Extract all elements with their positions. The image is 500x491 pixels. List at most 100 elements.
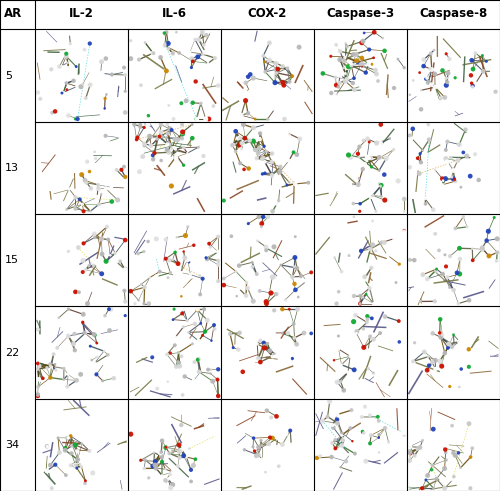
Point [142, 121, 150, 129]
Point [278, 78, 286, 86]
Point [291, 180, 299, 188]
Point [342, 40, 349, 48]
Point [450, 473, 458, 481]
Point [419, 271, 427, 278]
Point [61, 446, 69, 454]
Point [256, 337, 264, 345]
Point [466, 172, 474, 180]
Point [364, 365, 372, 373]
Point [482, 237, 490, 245]
Point [72, 377, 80, 384]
Point [67, 462, 75, 469]
Point [365, 46, 373, 54]
Point [254, 149, 262, 157]
Point [121, 175, 129, 183]
Point [284, 64, 292, 72]
Point [425, 361, 433, 369]
Point [342, 332, 350, 340]
Point [465, 297, 473, 304]
Point [234, 346, 242, 354]
Point [368, 163, 376, 171]
Point [436, 329, 444, 337]
Point [98, 69, 106, 77]
Point [409, 77, 417, 84]
Point [290, 280, 298, 288]
Point [449, 175, 457, 183]
Point [50, 350, 58, 358]
Point [116, 257, 124, 265]
Point [360, 325, 368, 333]
Point [201, 327, 209, 335]
Point [349, 79, 357, 87]
Point [406, 442, 414, 450]
Point [206, 28, 214, 36]
Point [444, 273, 452, 281]
Point [93, 193, 101, 201]
Point [468, 83, 476, 91]
Point [390, 235, 398, 243]
Point [264, 115, 272, 123]
Point [358, 54, 366, 62]
Point [192, 115, 200, 123]
Point [399, 154, 407, 162]
Point [202, 48, 209, 56]
Point [438, 331, 446, 339]
Point [238, 145, 246, 153]
Point [56, 63, 64, 71]
Point [172, 151, 180, 159]
Point [367, 431, 375, 439]
Text: Caspase-8: Caspase-8 [420, 7, 488, 20]
Point [422, 195, 430, 203]
Point [242, 278, 250, 286]
Point [194, 305, 202, 313]
Point [468, 256, 476, 264]
Point [214, 277, 222, 285]
Point [484, 227, 492, 235]
Point [340, 57, 347, 65]
Point [319, 70, 327, 78]
Point [160, 42, 168, 50]
Point [180, 247, 188, 255]
Point [103, 223, 111, 231]
Point [400, 226, 408, 234]
Point [352, 311, 360, 319]
Point [457, 183, 465, 191]
Point [168, 447, 176, 455]
Point [340, 386, 348, 394]
Point [85, 262, 93, 270]
Point [400, 207, 408, 215]
Point [465, 420, 473, 428]
Point [174, 136, 182, 143]
Point [287, 440, 295, 448]
Point [73, 82, 81, 90]
Point [336, 56, 344, 64]
Point [98, 250, 106, 258]
Point [86, 66, 94, 74]
Point [272, 199, 280, 207]
Point [111, 249, 119, 257]
Point [374, 77, 382, 85]
Point [260, 52, 268, 60]
Point [261, 68, 269, 76]
Point [422, 476, 430, 484]
Point [342, 53, 349, 61]
Point [478, 246, 486, 253]
Point [292, 233, 300, 241]
Point [127, 287, 135, 295]
Text: Caspase-3: Caspase-3 [326, 7, 394, 20]
Point [468, 245, 476, 252]
Point [422, 200, 430, 208]
Point [452, 224, 460, 232]
Point [358, 60, 366, 68]
Point [263, 407, 271, 414]
Point [75, 288, 83, 296]
Point [266, 56, 274, 64]
Point [462, 126, 469, 134]
Point [86, 342, 94, 350]
Point [151, 461, 159, 469]
Point [240, 121, 248, 129]
Point [236, 160, 244, 167]
Point [101, 312, 109, 320]
Point [378, 34, 386, 42]
Point [260, 339, 268, 347]
